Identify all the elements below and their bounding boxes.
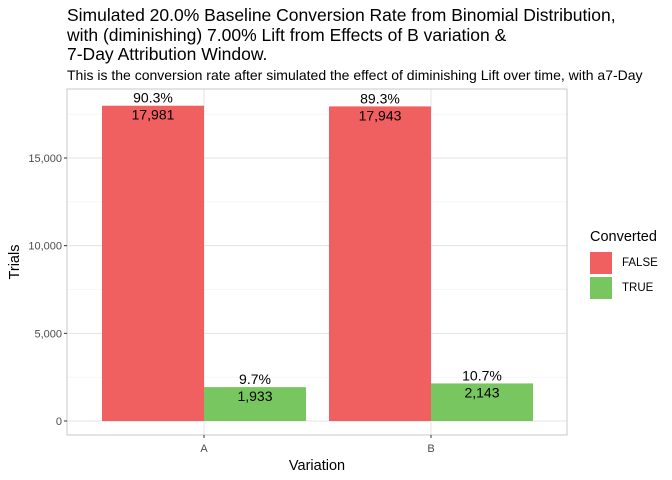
- legend-title: Converted: [590, 229, 657, 245]
- x-tick-label: A: [200, 443, 208, 455]
- bar-false-b: [329, 106, 431, 421]
- bar-true-a: [204, 387, 306, 421]
- legend-key-true: [590, 277, 612, 299]
- bar-false-a: [102, 105, 204, 422]
- data-label-pct: 9.7%: [239, 371, 271, 387]
- plot-border: [66, 88, 568, 436]
- legend-item-false: FALSE: [590, 251, 658, 275]
- chart-subtitle: This is the conversion rate after simula…: [67, 67, 643, 83]
- legend: Converted FALSE TRUE: [590, 229, 658, 301]
- chart-title-line: Simulated 20.0% Baseline Conversion Rate…: [67, 5, 616, 25]
- legend-key-false: [590, 252, 612, 274]
- y-tick-label: 15,000: [28, 153, 62, 165]
- data-label-value: 2,143: [464, 384, 499, 400]
- y-tick-label: 10,000: [28, 241, 62, 253]
- data-label-pct: 10.7%: [462, 367, 502, 383]
- data-label-value: 17,981: [132, 107, 175, 123]
- data-label-pct: 89.3%: [360, 90, 400, 106]
- chart-title: Simulated 20.0% Baseline Conversion Rate…: [67, 5, 616, 65]
- legend-label-false: FALSE: [622, 257, 658, 269]
- y-tick-label: 5,000: [34, 328, 62, 340]
- chart-title-line: 7-Day Attribution Window.: [67, 44, 268, 64]
- y-axis-title: Trials: [7, 245, 23, 280]
- data-label-value: 17,943: [359, 107, 402, 123]
- y-tick-label: 0: [56, 416, 62, 428]
- chart-title-line: with (diminishing) 7.00% Lift from Effec…: [67, 24, 507, 45]
- legend-item-true: TRUE: [590, 276, 658, 300]
- data-label-pct: 90.3%: [133, 90, 173, 106]
- bar-true-b: [431, 383, 533, 421]
- legend-label-true: TRUE: [622, 282, 654, 294]
- x-axis-title: Variation: [289, 458, 345, 474]
- data-label-value: 1,933: [237, 388, 272, 404]
- x-tick-label: B: [427, 443, 434, 455]
